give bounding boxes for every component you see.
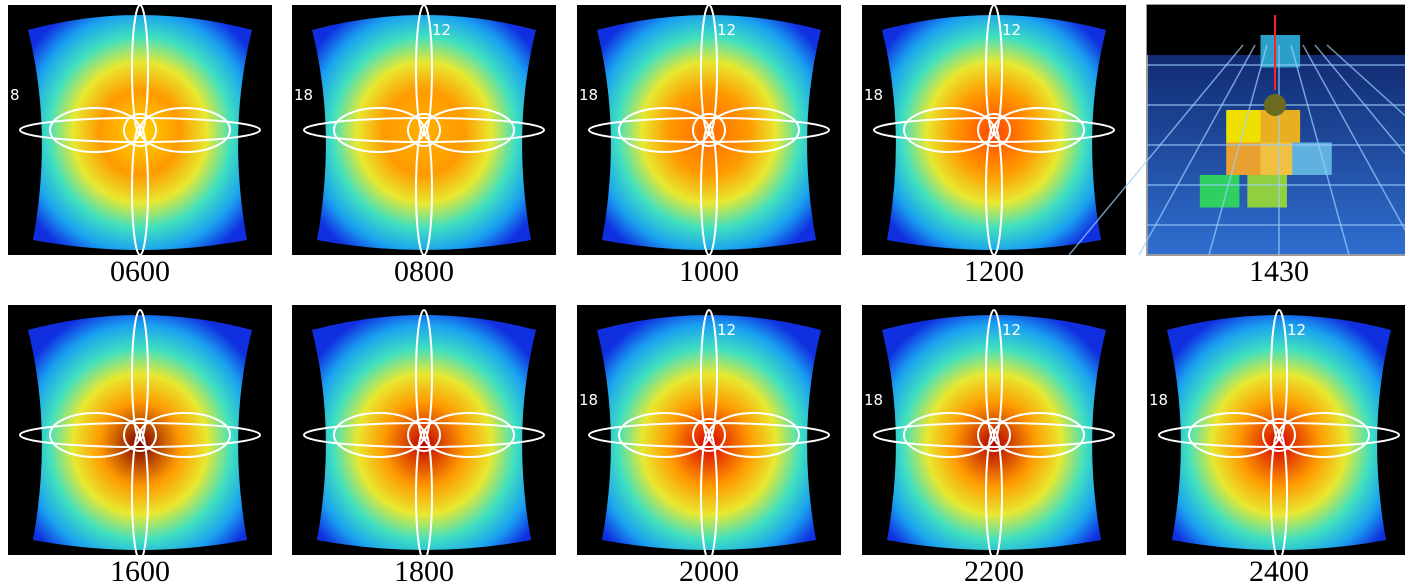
- field-line: [700, 124, 718, 256]
- field-line: [19, 117, 261, 143]
- field-line: [19, 422, 261, 448]
- caption: 2000: [679, 555, 739, 586]
- earth-outline: [692, 113, 726, 147]
- tile: [1260, 35, 1301, 68]
- field-line: [303, 422, 545, 448]
- local-time-label: 18: [864, 86, 883, 104]
- grid-line: [1302, 44, 1405, 232]
- field-line: [415, 124, 433, 256]
- caption: 1200: [964, 255, 1024, 288]
- field-line: [1158, 422, 1400, 448]
- field-line: [303, 117, 545, 143]
- earth-outline: [407, 113, 441, 147]
- field-line: [415, 309, 433, 441]
- grid-line: [1290, 44, 1350, 256]
- earth-outline: [1262, 418, 1296, 452]
- caption: 1430: [1249, 255, 1309, 288]
- field-line: [588, 422, 830, 448]
- caption: 1600: [110, 555, 170, 586]
- local-time-label: 18: [294, 86, 313, 104]
- earth-outline: [977, 418, 1011, 452]
- field-line: [985, 124, 1003, 256]
- field-line: [139, 412, 231, 458]
- caption: 0800: [394, 255, 454, 288]
- grid-line: [1326, 44, 1405, 117]
- field-line: [1270, 309, 1288, 441]
- grid-line: [1208, 44, 1268, 256]
- field-line: [423, 412, 515, 458]
- panel: 12 18 0800: [292, 4, 556, 288]
- field-line: [993, 107, 1085, 153]
- grid-line: [1068, 44, 1244, 256]
- field-line: [1278, 412, 1370, 458]
- panel: 12 18 2200: [862, 305, 1126, 586]
- field-line: [423, 107, 515, 153]
- field-line: [131, 124, 149, 256]
- field-line: [708, 107, 800, 153]
- local-time-label: 12: [1287, 321, 1306, 339]
- earth-outline: [692, 418, 726, 452]
- panel: 12 18 2400: [1147, 305, 1405, 586]
- grid-line: [1138, 44, 1256, 256]
- local-time-label: 18: [579, 86, 598, 104]
- earth-outline: [977, 113, 1011, 147]
- field-line: [985, 4, 1003, 136]
- field-line: [588, 117, 830, 143]
- field-line: [1270, 429, 1288, 561]
- field-line: [700, 309, 718, 441]
- panel: 12 18 1200: [862, 4, 1126, 288]
- caption: 0600: [110, 255, 170, 288]
- local-time-label: 12: [432, 21, 451, 39]
- caption: 2200: [964, 555, 1024, 586]
- grid-line: [1314, 44, 1405, 155]
- earth-outline: [123, 113, 157, 147]
- local-time-label: 12: [1002, 321, 1021, 339]
- panel: 1600: [8, 305, 272, 586]
- field-line: [131, 309, 149, 441]
- field-line: [873, 422, 1115, 448]
- local-time-label: 18: [579, 391, 598, 409]
- earth: [1264, 94, 1286, 116]
- field-line: [985, 309, 1003, 441]
- field-line: [700, 4, 718, 136]
- panel: 8 0600: [8, 4, 272, 288]
- field-line: [993, 412, 1085, 458]
- field-line: [131, 429, 149, 561]
- field-line: [131, 4, 149, 136]
- local-time-label: 12: [717, 321, 736, 339]
- panel: 1430: [1068, 4, 1405, 288]
- earth-outline: [407, 418, 441, 452]
- panel: 1800: [292, 305, 556, 586]
- tile: [1247, 175, 1287, 208]
- local-time-label: 8: [10, 86, 20, 104]
- local-time-label: 12: [717, 21, 736, 39]
- field-line: [708, 412, 800, 458]
- earth-outline: [123, 418, 157, 452]
- field-line: [700, 429, 718, 561]
- tile: [1226, 110, 1266, 143]
- caption: 2400: [1249, 555, 1309, 586]
- field-line: [415, 4, 433, 136]
- local-time-label: 18: [1149, 391, 1168, 409]
- field-line: [415, 429, 433, 561]
- local-time-label: 18: [864, 391, 883, 409]
- field-line: [985, 429, 1003, 561]
- panel: 12 18 2000: [577, 305, 841, 586]
- field-line: [139, 107, 231, 153]
- panel: 12 18 1000: [577, 4, 841, 288]
- caption: 1800: [394, 555, 454, 586]
- tile: [1260, 110, 1301, 143]
- field-line: [873, 117, 1115, 143]
- local-time-label: 12: [1002, 21, 1021, 39]
- tile: [1199, 175, 1240, 208]
- caption: 1000: [679, 255, 739, 288]
